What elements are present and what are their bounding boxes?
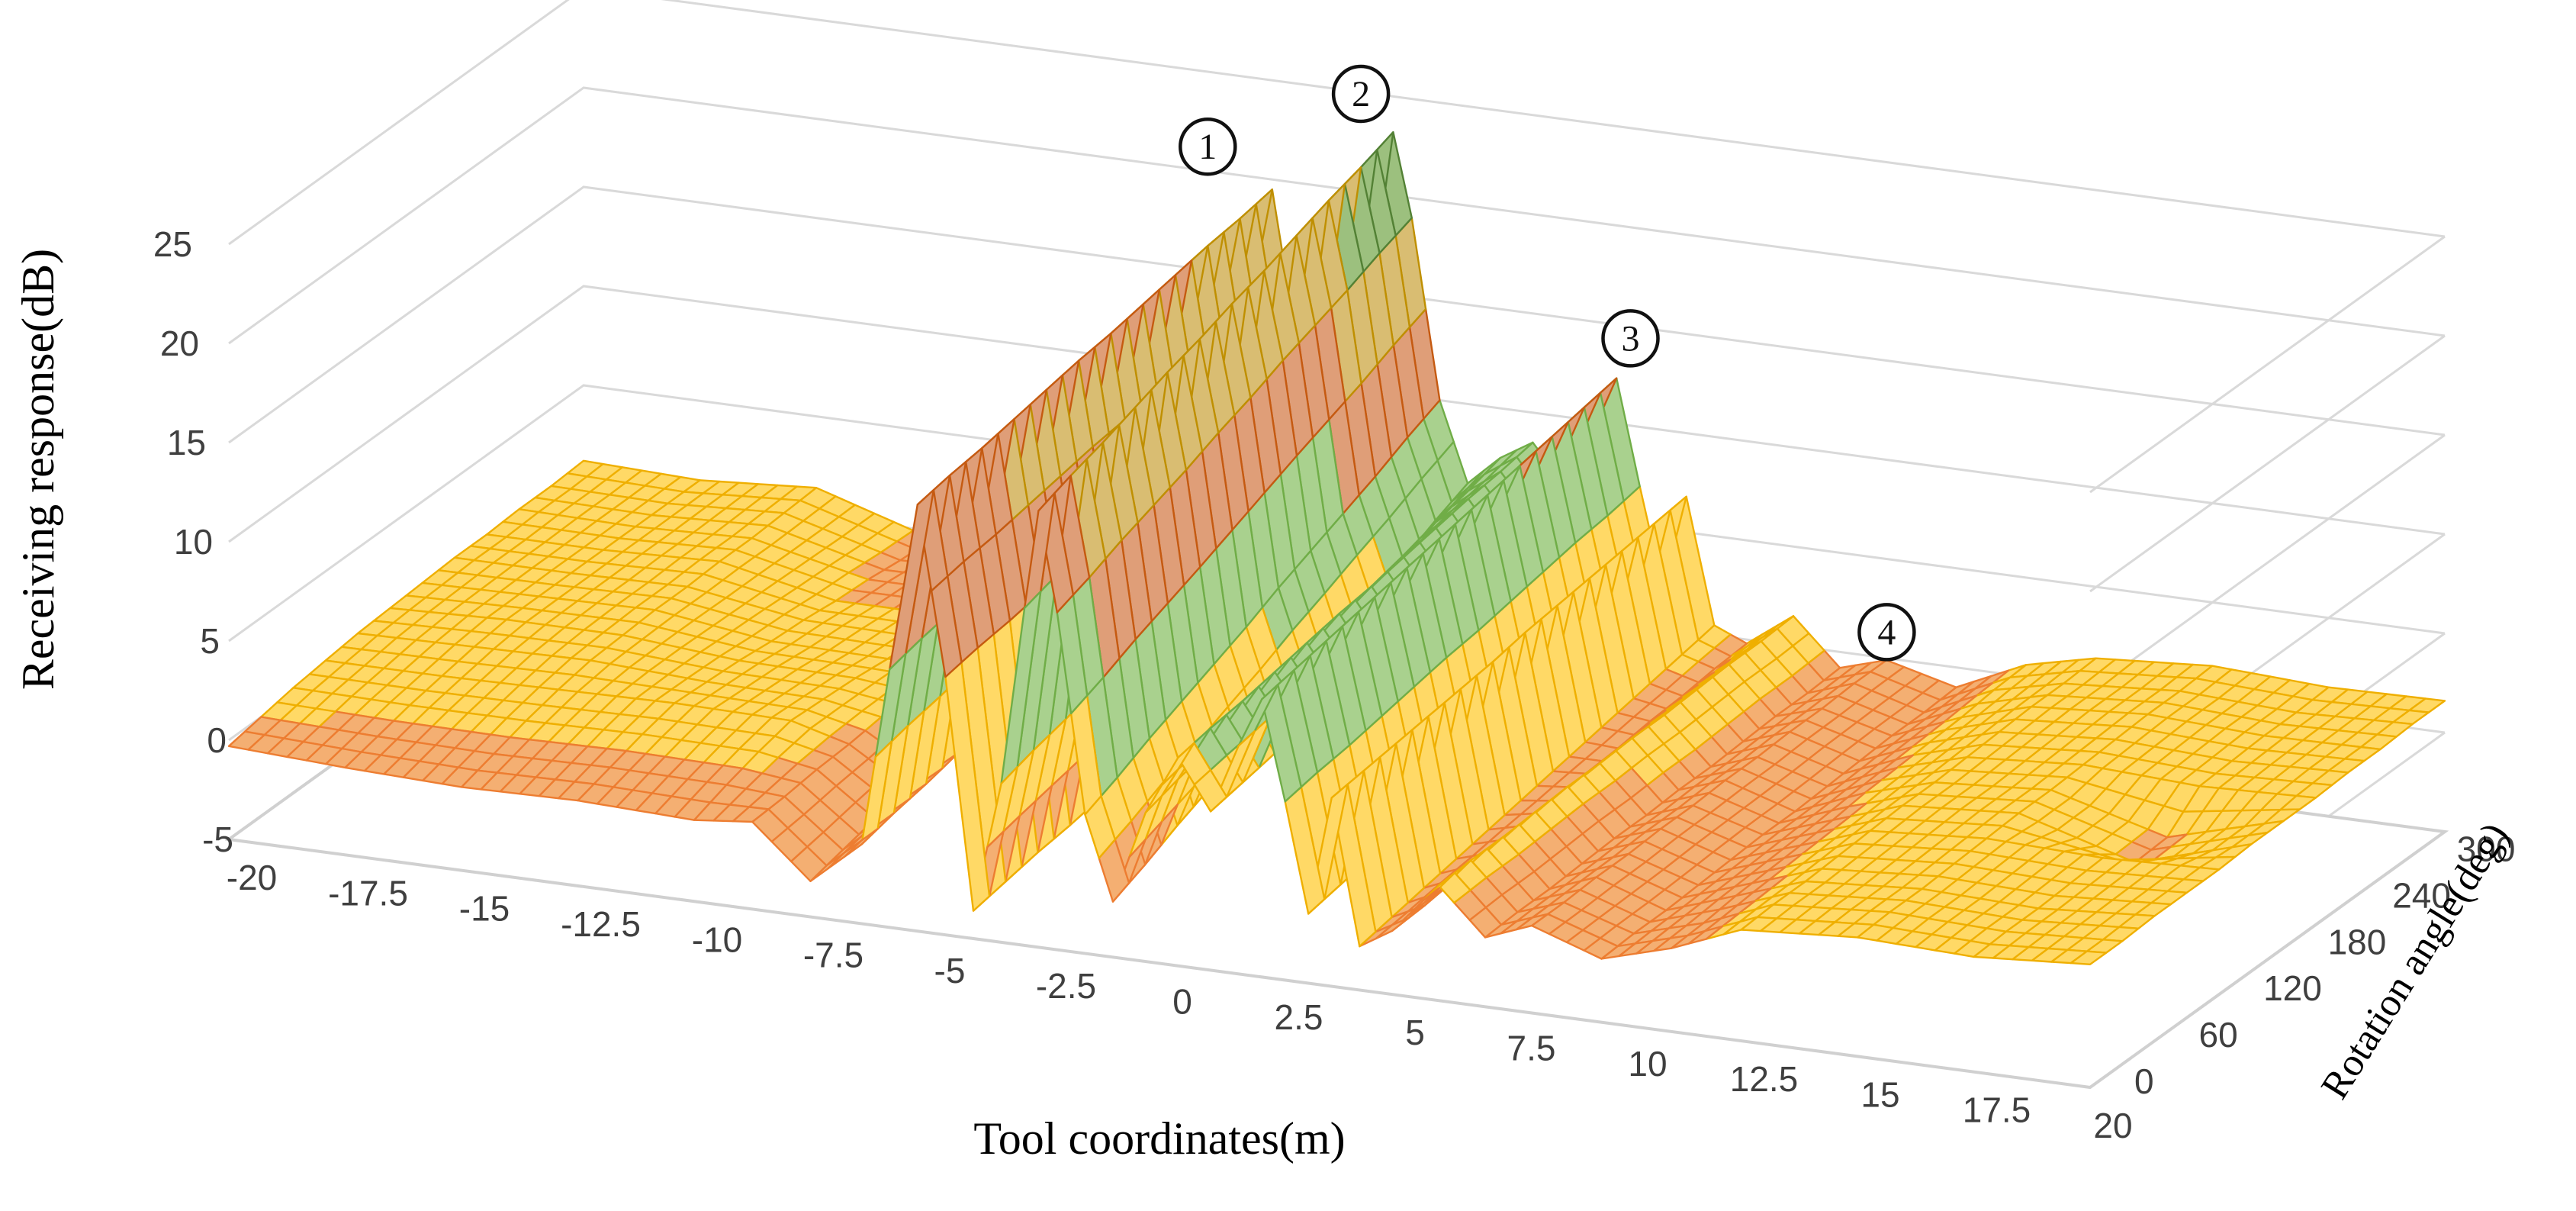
value-tick: 25 [153, 224, 192, 264]
x-tick: -17.5 [328, 873, 408, 913]
peak-annotation-digit: 4 [1877, 612, 1896, 652]
surface-mesh [227, 130, 2446, 966]
value-tick: 20 [160, 324, 199, 363]
peak-annotation-digit: 1 [1198, 127, 1217, 167]
x-tick: -20 [227, 858, 277, 897]
x-tick: 17.5 [1963, 1090, 2031, 1130]
x-axis-title: Tool coordinates(m) [973, 1113, 1345, 1164]
peak-annotation-2: 2 [1331, 64, 1391, 124]
x-tick: -10 [692, 920, 742, 959]
value-axis-title: Receiving response(dB) [13, 249, 63, 690]
peak-annotation-4: 4 [1857, 603, 1916, 662]
peak-annotation-3: 3 [1601, 309, 1660, 368]
peak-annotation-digit: 2 [1352, 74, 1370, 114]
x-tick: -15 [459, 889, 510, 929]
x-tick: -5 [934, 951, 966, 990]
depth-tick: 240 [2392, 875, 2451, 915]
x-tick: 7.5 [1507, 1028, 1556, 1068]
value-tick: 15 [167, 423, 206, 462]
peak-annotation-1: 1 [1179, 117, 1237, 176]
x-tick: 20 [2093, 1106, 2132, 1145]
peak-annotations: 1 2 3 4 [1179, 64, 1916, 662]
x-tick: 12.5 [1730, 1059, 1799, 1099]
x-tick: 15 [1860, 1074, 1899, 1114]
x-tick: -2.5 [1036, 966, 1096, 1006]
value-tick: 5 [200, 621, 220, 661]
depth-tick: 0 [2134, 1061, 2154, 1101]
value-axis-tick-labels: -5 0 5 10 15 20 25 [153, 224, 233, 859]
value-tick: -5 [202, 820, 233, 859]
depth-tick: 180 [2328, 922, 2387, 961]
x-tick: 10 [1628, 1044, 1667, 1084]
x-tick: 0 [1172, 982, 1192, 1022]
x-tick: -12.5 [561, 904, 641, 944]
depth-tick: 300 [2457, 829, 2516, 869]
value-tick: 0 [207, 720, 227, 760]
depth-tick: 120 [2263, 968, 2322, 1008]
depth-tick: 60 [2199, 1015, 2238, 1055]
x-axis-tick-labels: -20 -17.5 -15 -12.5 -10 -7.5 -5 -2.5 0 2.5 5 7.5 10 1… [227, 858, 2133, 1145]
x-tick: -7.5 [803, 936, 863, 975]
x-tick: 2.5 [1275, 997, 1323, 1037]
x-tick: 5 [1405, 1013, 1425, 1052]
peak-annotation-digit: 3 [1622, 318, 1640, 359]
value-tick: 10 [174, 522, 213, 562]
